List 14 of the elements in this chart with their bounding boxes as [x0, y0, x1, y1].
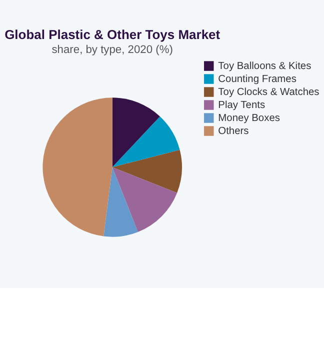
legend-label: Others [218, 126, 249, 137]
chart-title: Global Plastic & Other Toys Market [4, 27, 221, 42]
chart-subtitle: share, by type, 2020 (%) [52, 44, 174, 56]
pie-slice [112, 98, 160, 168]
pie-slice [112, 167, 178, 232]
legend-label: Money Boxes [218, 112, 280, 124]
legend-label: Toy Clocks & Watches [218, 86, 320, 98]
pie-slice [42, 98, 112, 236]
pie-slice [104, 167, 138, 237]
pie-slice [112, 150, 182, 193]
legend-label: Toy Balloons & Kites [218, 60, 312, 72]
pie-slice [112, 116, 180, 168]
legend-label: Counting Frames [218, 74, 296, 85]
legend-label: Play Tents [218, 100, 266, 111]
